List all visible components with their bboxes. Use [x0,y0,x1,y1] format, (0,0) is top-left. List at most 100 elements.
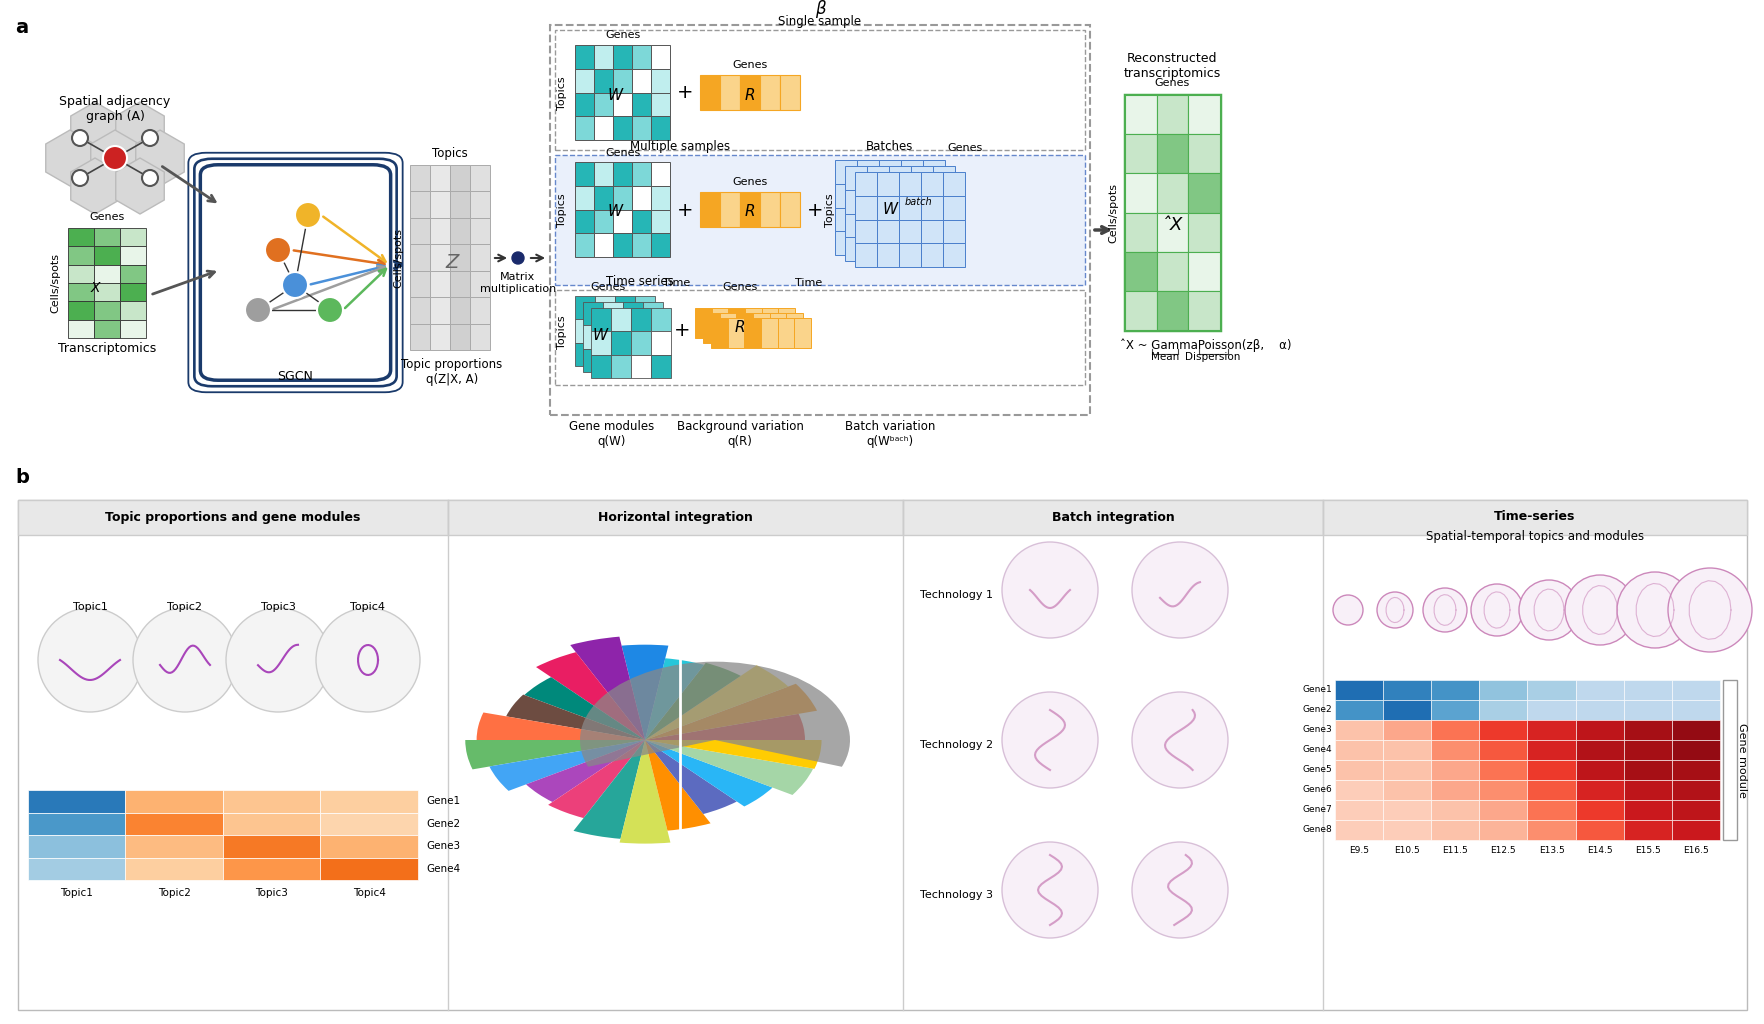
Bar [1526,720,1575,740]
Bar [125,790,222,812]
Wedge shape [476,713,644,740]
Bar [409,245,430,270]
Bar [612,117,632,140]
Bar [623,326,642,348]
Text: +: + [674,321,690,340]
Text: Topics: Topics [824,194,834,226]
Bar [877,244,898,267]
Ellipse shape [141,130,159,146]
Bar [1431,680,1478,700]
Text: a: a [14,18,28,37]
Bar [933,238,954,261]
Bar [1623,800,1671,820]
Bar [321,835,418,857]
Bar [651,308,670,332]
Bar [1671,780,1720,800]
Bar [1431,720,1478,740]
Ellipse shape [1131,692,1228,788]
Text: Gene7: Gene7 [1302,806,1332,814]
Bar [635,296,654,319]
Bar [632,354,651,378]
Text: Gene2: Gene2 [1302,706,1332,715]
Bar [889,166,910,189]
Text: β: β [815,0,826,18]
Wedge shape [466,740,644,769]
Text: Time: Time [663,278,690,288]
Ellipse shape [1422,588,1466,632]
Bar [1431,800,1478,820]
Bar [1478,800,1526,820]
Bar [450,324,469,350]
Bar [1334,780,1383,800]
Bar [1431,740,1478,760]
Text: Topics: Topics [432,147,467,160]
Ellipse shape [1332,595,1362,625]
Bar [125,835,222,857]
Bar [729,308,744,338]
Bar [845,166,866,189]
Polygon shape [116,158,164,214]
Text: Genes: Genes [947,143,983,153]
Bar [1124,173,1155,213]
Bar [1526,820,1575,840]
Bar [591,308,610,332]
Bar [594,343,614,366]
Ellipse shape [282,272,309,298]
Bar [910,166,933,189]
Bar [632,117,651,140]
Bar [594,185,612,210]
Bar [450,297,469,324]
Bar [1478,740,1526,760]
Bar [834,208,857,231]
Text: W: W [882,203,898,217]
Bar [610,332,632,354]
Ellipse shape [512,252,524,264]
Bar [753,313,769,343]
Bar [603,326,623,348]
Bar [409,324,430,350]
Bar [594,117,612,140]
Text: Genes: Genes [1154,78,1189,88]
Bar [903,500,1323,535]
Bar [93,301,120,319]
Bar [632,45,651,69]
Bar [1383,780,1431,800]
Bar [594,45,612,69]
Bar [430,324,450,350]
Text: SGCN: SGCN [277,370,312,383]
Text: Gene4: Gene4 [1302,745,1332,755]
Bar [1478,780,1526,800]
Bar [69,264,93,283]
Bar [1155,252,1187,291]
Bar [93,228,120,247]
Text: E10.5: E10.5 [1394,846,1420,855]
Bar [469,245,490,270]
Bar [1187,213,1219,252]
Wedge shape [536,652,644,740]
Text: Topic4: Topic4 [353,888,386,898]
Bar [575,162,594,185]
Bar [222,835,321,857]
Text: Genes: Genes [90,212,125,222]
Bar [69,228,93,247]
Text: Gene1: Gene1 [1302,685,1332,694]
Wedge shape [644,666,789,740]
Bar [1526,760,1575,780]
Bar [854,219,877,244]
FancyBboxPatch shape [201,165,390,380]
Bar [575,92,594,117]
Ellipse shape [245,297,272,323]
Bar [120,301,146,319]
Wedge shape [644,740,773,807]
Bar [614,296,635,319]
Bar [1383,720,1431,740]
Wedge shape [644,740,711,830]
Text: Technology 2: Technology 2 [919,740,993,750]
Ellipse shape [1002,842,1097,938]
Bar [409,191,430,218]
Bar [550,25,1090,415]
Bar [1623,720,1671,740]
Bar [1187,134,1219,173]
Bar [632,210,651,233]
Bar [1431,760,1478,780]
